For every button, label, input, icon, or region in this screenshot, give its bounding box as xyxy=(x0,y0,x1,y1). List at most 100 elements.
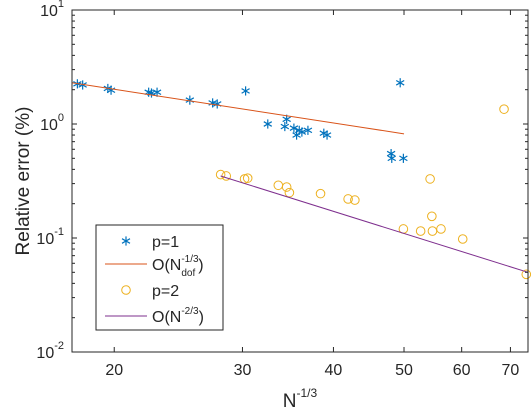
series-1-point-11 xyxy=(241,86,250,96)
y-tick-label-base: 10 xyxy=(40,3,58,20)
legend-label-text: p=1 xyxy=(152,234,179,251)
series-3-point-13-shape xyxy=(425,174,435,184)
series-3-point-17-shape xyxy=(457,234,468,244)
legend-label-exponent: -1/3 xyxy=(181,254,199,265)
series-3-point-10-shape xyxy=(350,195,360,205)
series-3-point-4 xyxy=(242,173,253,183)
legend-entry-3: p=2 xyxy=(121,283,179,300)
series-1-point-25 xyxy=(399,153,408,163)
x-axis-label-base: N xyxy=(283,391,297,412)
series-3-point-14-shape xyxy=(427,211,437,222)
series-1-point-18 xyxy=(297,127,307,137)
legend-label-text: O(N xyxy=(152,257,181,274)
y-axis-label: Relative error (%) xyxy=(13,107,34,256)
series-3-point-1 xyxy=(215,169,226,180)
legend-label-exponent: -2/3 xyxy=(181,306,199,317)
series-3-point-4-shape xyxy=(242,173,253,183)
y-tick-label-base: 10 xyxy=(36,231,54,248)
series-3-point-17 xyxy=(457,234,468,244)
legend-label-text: p=2 xyxy=(152,283,179,300)
legend-swatch-marker xyxy=(121,236,131,246)
y-tick-label-exponent: 1 xyxy=(58,0,64,10)
trend-line-4 xyxy=(220,175,529,273)
series-1-point-2-stroke-3 xyxy=(78,82,87,88)
legend-swatch-marker-stroke-3 xyxy=(121,238,131,244)
trend-line-2 xyxy=(71,82,405,135)
y-tick-label-1: 101 xyxy=(40,0,64,20)
series-3-point-12 xyxy=(415,226,426,236)
series-1-point-22 xyxy=(386,148,396,159)
y-tick-label--2: 10-2 xyxy=(36,340,64,362)
series-1-point-10-stroke-3 xyxy=(212,101,222,107)
series-1-point-12-stroke-3 xyxy=(263,121,273,127)
y-tick-label-0: 100 xyxy=(40,112,64,134)
series-1-point-24 xyxy=(395,78,405,88)
series-1-point-23-stroke-3 xyxy=(387,155,397,162)
series-1-point-8-stroke-3 xyxy=(185,97,195,103)
plot-area-frame xyxy=(71,9,529,353)
series-1-point-19-stroke-3 xyxy=(303,127,313,134)
x-tick-label-30: 30 xyxy=(234,362,252,379)
x-axis-label-exponent: -1/3 xyxy=(297,386,318,400)
series-1-point-18-stroke-3 xyxy=(297,129,307,135)
legend-swatch-marker xyxy=(121,285,131,295)
series-3-point-7-shape xyxy=(284,187,295,198)
x-tick-label-70: 70 xyxy=(502,362,520,379)
series-3-point-15 xyxy=(427,226,438,236)
series-3-point-1-shape xyxy=(215,169,226,180)
legend-label-text: O(N xyxy=(152,309,181,326)
y-tick-label-exponent: -2 xyxy=(54,340,64,352)
series-3-point-14 xyxy=(427,211,437,222)
legend-label: p=2 xyxy=(152,283,179,300)
series-1-point-21 xyxy=(322,130,332,140)
series-3-point-9-shape xyxy=(343,194,353,204)
x-tick-label-60: 60 xyxy=(453,362,471,379)
series-3-point-12-shape xyxy=(415,226,426,236)
series-1-point-13 xyxy=(280,121,290,132)
legend-label-subscript: dof xyxy=(181,268,195,279)
legend-swatch-marker-shape xyxy=(121,285,131,295)
chart-axes xyxy=(71,9,529,353)
series-3-point-6-shape xyxy=(281,182,292,192)
legend: p=1O(N-1/3 dof)p=2O(N-2/3) xyxy=(95,224,224,331)
series-1-point-23 xyxy=(387,153,397,163)
x-tick-label-50: 50 xyxy=(395,362,413,379)
series-3-point-7 xyxy=(284,187,295,198)
legend-entry-1: p=1 xyxy=(121,234,179,251)
legend-label: O(N-1/3 dof) xyxy=(152,254,204,279)
series-3-point-13 xyxy=(425,174,435,184)
series-1-point-13-stroke-3 xyxy=(280,123,290,130)
series-1-point-12 xyxy=(263,119,273,129)
series-1-point-7 xyxy=(152,87,162,97)
series-3-point-5 xyxy=(273,180,284,191)
legend-label-close: ) xyxy=(199,309,204,326)
y-tick-label-base: 10 xyxy=(36,345,54,362)
y-tick-label-exponent: 0 xyxy=(58,112,64,124)
series-1-point-15-stroke-3 xyxy=(289,125,299,131)
series-1-point-2 xyxy=(78,80,87,90)
series-1-point-15 xyxy=(289,123,299,133)
legend-label-close: ) xyxy=(198,257,203,274)
legend-entry-4: O(N-2/3) xyxy=(105,306,204,326)
series-1-point-7-stroke-3 xyxy=(152,89,162,96)
series-1-point-22-stroke-3 xyxy=(386,150,396,157)
series-1-point-11-stroke-3 xyxy=(241,88,250,94)
legend-box xyxy=(95,224,224,331)
series-3-point-16 xyxy=(436,224,446,234)
series-1-point-19 xyxy=(303,125,313,135)
x-tick-label-40: 40 xyxy=(325,362,343,379)
series-1-point-21-stroke-3 xyxy=(322,132,332,138)
series-3-point-16-shape xyxy=(436,224,446,234)
legend-label: O(N-2/3) xyxy=(152,306,204,326)
series-1-point-24-stroke-3 xyxy=(395,79,405,86)
y-tick-label-base: 10 xyxy=(40,117,58,134)
series-1-point-4-stroke-3 xyxy=(106,87,116,93)
legend-label: p=1 xyxy=(152,234,179,251)
y-tick-label-exponent: -1 xyxy=(54,226,64,238)
x-axis-label: N-1/3 xyxy=(283,386,318,412)
series-3-point-9 xyxy=(343,194,353,204)
series-3-point-5-shape xyxy=(273,180,284,191)
x-tick-label-20: 20 xyxy=(105,362,123,379)
series-1-point-25-stroke-3 xyxy=(399,155,408,162)
